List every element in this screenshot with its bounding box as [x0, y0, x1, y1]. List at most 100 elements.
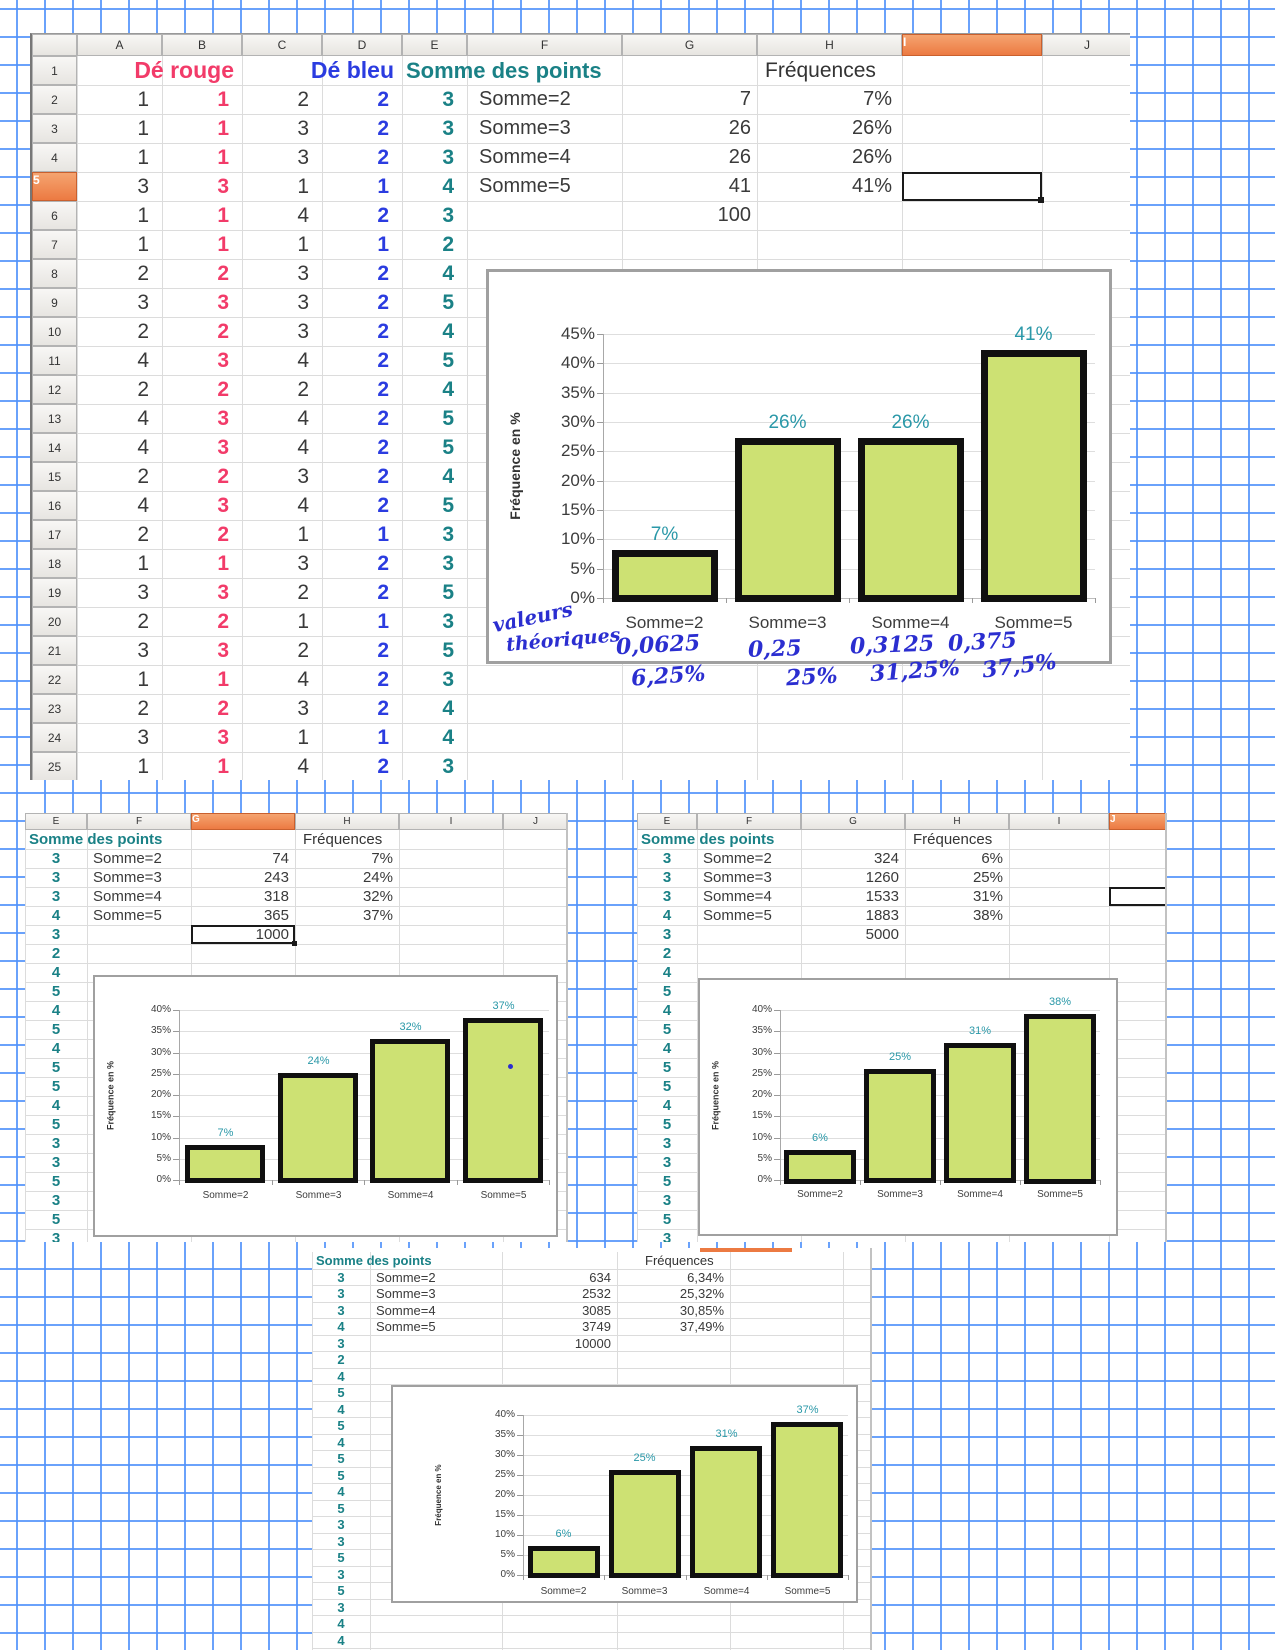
cell[interactable]: 2 [377, 320, 389, 343]
cell[interactable]: 3 [137, 291, 149, 314]
cell-e-value[interactable]: 3 [662, 1230, 672, 1242]
cell-e-value[interactable]: 5 [51, 1173, 61, 1190]
cell-e-value[interactable]: 4 [51, 1097, 61, 1114]
cell-somme-label[interactable]: Somme=4 [479, 146, 571, 168]
cell-e-value[interactable]: 5 [51, 1211, 61, 1228]
cell[interactable]: 1 [217, 233, 229, 256]
cell-e-value[interactable]: 4 [51, 1002, 61, 1019]
column-header-D[interactable]: D [322, 34, 402, 56]
column-header-E[interactable]: E [637, 813, 697, 830]
cell-e-value[interactable]: 5 [662, 1173, 672, 1190]
cell[interactable]: 1 [217, 117, 229, 140]
column-header-I[interactable]: I [399, 813, 503, 830]
cell[interactable]: 2 [217, 320, 229, 343]
row-header-24[interactable]: 24 [32, 723, 77, 752]
cell[interactable]: 1 [137, 117, 149, 140]
cell-e-value[interactable]: 5 [51, 1059, 61, 1076]
cell[interactable]: 3 [217, 726, 229, 749]
row-header-16[interactable]: 16 [32, 491, 77, 520]
cell-count[interactable]: 324 [873, 850, 899, 867]
cell[interactable]: 1 [217, 668, 229, 691]
cell-e-value[interactable]: 3 [662, 1135, 672, 1152]
column-header-G[interactable]: G [801, 813, 905, 830]
cell-count[interactable]: 3085 [582, 1303, 611, 1318]
cell[interactable]: 2 [137, 610, 149, 633]
cell[interactable]: 2 [297, 639, 309, 662]
cell-e-value[interactable]: 5 [51, 1116, 61, 1133]
column-header-B[interactable]: B [162, 34, 242, 56]
cell[interactable]: 4 [442, 726, 454, 749]
cell-e-value[interactable]: 3 [337, 1534, 345, 1549]
cell[interactable]: 2 [377, 465, 389, 488]
cell-e-value[interactable]: 5 [662, 983, 672, 1000]
cell-e-value[interactable]: 4 [51, 907, 61, 924]
cell[interactable]: 3 [442, 146, 454, 169]
cell-percent[interactable]: 25,32% [679, 1286, 724, 1301]
column-header-C[interactable]: C [242, 34, 322, 56]
cell-count[interactable]: 1260 [865, 869, 899, 886]
cell[interactable]: 2 [377, 262, 389, 285]
cell-e-value[interactable]: 3 [337, 1336, 345, 1351]
cell[interactable]: 2 [377, 291, 389, 314]
cell[interactable]: 3 [217, 291, 229, 314]
cell[interactable]: 1 [297, 523, 309, 546]
cell-e-value[interactable]: 5 [337, 1418, 345, 1433]
row-header-18[interactable]: 18 [32, 549, 77, 578]
cell-e-value[interactable]: 4 [337, 1319, 345, 1334]
cell-e-value[interactable]: 5 [51, 1078, 61, 1095]
cell-e-value[interactable]: 5 [662, 1211, 672, 1228]
cell[interactable]: 2 [297, 581, 309, 604]
cell[interactable]: 3 [297, 697, 309, 720]
cell-percent[interactable]: 6% [981, 850, 1003, 867]
column-header-F[interactable]: F [697, 813, 801, 830]
cell-e-value[interactable]: 5 [337, 1583, 345, 1598]
cell[interactable]: 1 [377, 233, 389, 256]
cell[interactable]: 3 [297, 117, 309, 140]
cell-count[interactable]: 41 [728, 175, 751, 197]
cell-e-value[interactable]: 4 [337, 1435, 345, 1450]
cell-e-value[interactable]: 4 [337, 1616, 345, 1631]
cell[interactable]: 4 [297, 668, 309, 691]
cell[interactable]: 2 [217, 465, 229, 488]
cell-somme-label[interactable]: Somme=5 [703, 907, 772, 924]
row-header-17[interactable]: 17 [32, 520, 77, 549]
cell[interactable]: 1 [297, 610, 309, 633]
row-header-12[interactable]: 12 [32, 375, 77, 404]
cell-somme-label[interactable]: Somme=3 [376, 1286, 436, 1301]
cell[interactable]: 4 [297, 349, 309, 372]
cell-percent[interactable]: 26% [851, 146, 892, 168]
column-header-H[interactable]: H [757, 34, 902, 56]
cell[interactable]: 1 [217, 204, 229, 227]
cell[interactable]: 1 [377, 726, 389, 749]
cell-e-value[interactable]: 4 [337, 1484, 345, 1499]
cell-e-value[interactable]: 4 [51, 1040, 61, 1057]
cell[interactable]: 4 [442, 175, 454, 198]
cell[interactable]: 2 [377, 552, 389, 575]
cell[interactable]: 1 [137, 204, 149, 227]
cell-percent[interactable]: 37,49% [679, 1319, 724, 1334]
cell-e-value[interactable]: 3 [662, 1192, 672, 1209]
cell[interactable]: 2 [137, 262, 149, 285]
cell[interactable]: 3 [217, 581, 229, 604]
cell[interactable]: 3 [442, 523, 454, 546]
cell[interactable]: 4 [137, 349, 149, 372]
column-header-E[interactable]: E [25, 813, 87, 830]
cell[interactable]: 3 [442, 204, 454, 227]
cell-e-value[interactable]: 3 [51, 1154, 61, 1171]
cell[interactable]: 1 [137, 755, 149, 778]
cell-e-value[interactable]: 5 [662, 1059, 672, 1076]
cell[interactable]: 2 [377, 117, 389, 140]
cell[interactable]: 2 [217, 610, 229, 633]
cell-e-value[interactable]: 5 [337, 1451, 345, 1466]
cell-e-value[interactable]: 5 [51, 1021, 61, 1038]
row-header-9[interactable]: 9 [32, 288, 77, 317]
cell-percent[interactable]: 24% [362, 869, 393, 886]
cell[interactable]: 3 [217, 407, 229, 430]
cell[interactable]: 2 [377, 349, 389, 372]
cell[interactable]: 2 [137, 320, 149, 343]
cell[interactable]: 4 [137, 436, 149, 459]
cell[interactable]: 5 [442, 581, 454, 604]
row-header-7[interactable]: 7 [32, 230, 77, 259]
cell[interactable]: 3 [442, 610, 454, 633]
cell[interactable]: 2 [377, 146, 389, 169]
